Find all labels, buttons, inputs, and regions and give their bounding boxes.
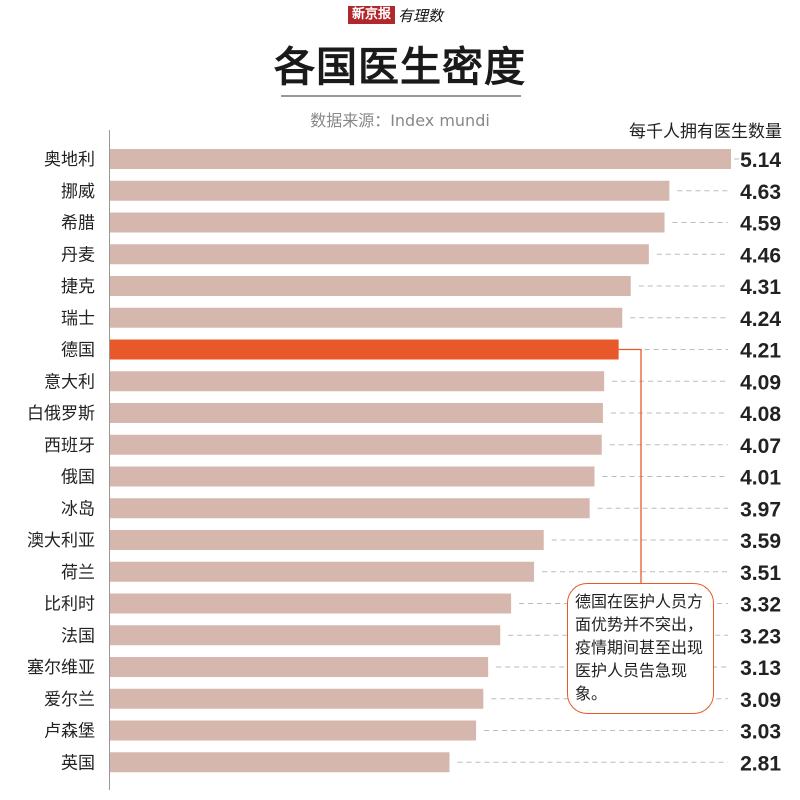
category-label: 比利时 xyxy=(44,595,95,615)
value-label: 3.09 xyxy=(740,689,781,712)
value-label: 2.81 xyxy=(740,752,781,775)
bar xyxy=(110,498,590,519)
value-label: 4.46 xyxy=(740,244,781,267)
category-label: 瑞士 xyxy=(61,309,95,329)
category-label: 德国 xyxy=(61,341,95,361)
bar xyxy=(110,720,477,741)
category-label: 俄国 xyxy=(61,468,95,488)
category-label: 英国 xyxy=(61,753,95,773)
value-label: 3.03 xyxy=(740,721,781,744)
bar xyxy=(110,371,605,392)
bar xyxy=(110,403,603,423)
bar xyxy=(110,625,501,646)
chart-source: 数据来源：Index mundi xyxy=(310,111,490,130)
brand-sub: 有理数 xyxy=(398,6,444,25)
bar xyxy=(110,561,535,582)
bar xyxy=(110,466,595,487)
category-label: 卢森堡 xyxy=(44,722,95,742)
bar-highlight xyxy=(110,339,619,360)
category-label: 澳大利亚 xyxy=(27,531,95,551)
value-label: 3.59 xyxy=(740,530,781,553)
bar xyxy=(110,530,544,550)
unit-label: 每千人拥有医生数量 xyxy=(629,122,782,142)
value-label: 4.01 xyxy=(740,467,781,490)
bar xyxy=(110,307,623,328)
category-label: 冰岛 xyxy=(61,499,95,519)
bar xyxy=(110,276,631,296)
bar xyxy=(110,212,665,233)
chart-title: 各国医生密度 xyxy=(274,43,526,91)
category-label: 希腊 xyxy=(61,214,95,234)
value-label: 4.24 xyxy=(740,308,781,331)
category-label: 白俄罗斯 xyxy=(27,404,95,424)
value-label: 4.08 xyxy=(740,403,781,426)
value-label: 3.51 xyxy=(740,562,781,585)
bar xyxy=(110,593,512,614)
bar xyxy=(110,244,649,265)
bar xyxy=(110,434,602,455)
bar xyxy=(110,688,484,709)
value-label: 5.14 xyxy=(740,149,781,172)
category-label: 意大利 xyxy=(44,372,95,392)
category-label: 挪威 xyxy=(61,182,95,202)
value-label: 3.32 xyxy=(740,594,781,617)
category-label: 西班牙 xyxy=(44,436,95,456)
value-label: 4.63 xyxy=(740,181,781,204)
bar xyxy=(110,657,489,677)
category-label: 捷克 xyxy=(61,277,95,297)
category-label: 爱尔兰 xyxy=(44,690,95,710)
category-label: 丹麦 xyxy=(61,245,95,265)
category-label: 法国 xyxy=(61,626,95,646)
category-label: 荷兰 xyxy=(61,563,95,583)
category-label: 奥地利 xyxy=(44,150,95,170)
value-label: 4.31 xyxy=(740,276,781,299)
value-label: 3.13 xyxy=(740,657,781,680)
title-divider xyxy=(281,95,521,97)
bar xyxy=(110,180,670,201)
category-label: 塞尔维亚 xyxy=(27,658,95,678)
value-label: 3.97 xyxy=(740,498,781,521)
brand-name: 新京报 xyxy=(348,6,396,24)
value-label: 4.21 xyxy=(740,340,781,363)
value-label: 3.23 xyxy=(740,625,781,648)
annotation-callout: 德国在医护人员方面优势并不突出，疫情期间甚至出现医护人员告急现象。 xyxy=(567,583,714,714)
bar xyxy=(110,752,450,773)
brand-logo: 新京报 有理数 xyxy=(348,6,444,25)
value-label: 4.59 xyxy=(740,213,781,236)
annotation-connector xyxy=(618,348,642,584)
value-label: 4.07 xyxy=(740,435,781,458)
bar xyxy=(110,149,731,169)
value-label: 4.09 xyxy=(740,371,781,394)
